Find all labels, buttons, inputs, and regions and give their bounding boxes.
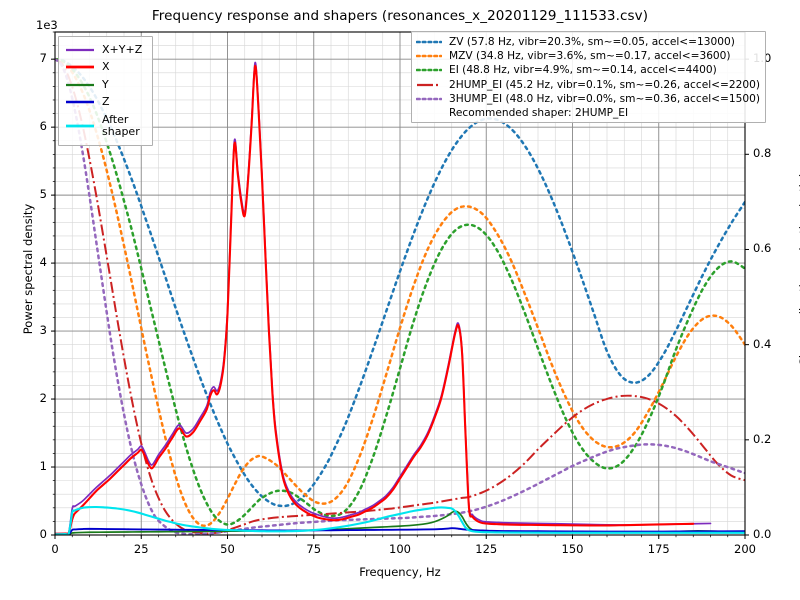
legend-swatch-icon <box>416 64 442 76</box>
x-tick-label: 75 <box>306 542 322 556</box>
psd-curve-z <box>55 527 745 535</box>
y-tick-label-right: 0.4 <box>753 336 772 351</box>
legend-swatch-icon <box>416 79 442 91</box>
shaper-curve-ei <box>55 57 745 526</box>
shaper-curve-mzv <box>55 57 745 528</box>
legend-label: 2HUMP_EI (45.2 Hz, vibr=0.1%, sm~=0.26, … <box>449 78 760 91</box>
y-tick-label-right: 0.2 <box>753 431 772 446</box>
legend-label: ZV (57.8 Hz, vibr=20.3%, sm~=0.05, accel… <box>449 36 735 49</box>
y-tick-label-left: 2 <box>39 391 47 406</box>
chart-title: Frequency response and shapers (resonanc… <box>151 8 649 24</box>
legend-swatch-icon <box>65 44 95 56</box>
legend-line-swatch <box>416 69 442 72</box>
shaper-curve-zv <box>55 57 745 508</box>
legend-line-swatch <box>416 54 442 58</box>
legend-label: Y <box>102 77 109 91</box>
legend-item-y: Y <box>65 76 146 94</box>
legend-label: X+Y+Z <box>102 42 143 56</box>
legend-item-ei: EI (48.8 Hz, vibr=4.9%, sm~=0.14, accel<… <box>416 63 760 77</box>
legend-label: MZV (34.8 Hz, vibr=3.6%, sm~=0.17, accel… <box>449 50 731 63</box>
legend-swatch-icon <box>416 36 442 48</box>
y-tick-label-left: 5 <box>39 187 47 202</box>
y-tick-label-right: 0.6 <box>753 241 772 256</box>
legend-label: Z <box>102 95 110 109</box>
legend-swatch-icon <box>65 120 95 132</box>
x-tick-label: 175 <box>647 542 670 556</box>
y-tick-label-left: 1 <box>39 459 47 474</box>
x-tick-label: 200 <box>734 542 756 556</box>
y-tick-label-left: 3 <box>39 323 47 338</box>
psd-curve-after-shaper <box>55 505 745 535</box>
legend-swatch-icon <box>65 96 95 108</box>
y-tick-label-left: 4 <box>39 255 47 270</box>
legend-item-x-y-z: X+Y+Z <box>65 41 146 59</box>
recommended-shaper-note: Recommended shaper: 2HUMP_EI <box>449 106 629 119</box>
legend-line-swatch <box>416 97 442 101</box>
legend-shapers: ZV (57.8 Hz, vibr=20.3%, sm~=0.05, accel… <box>411 31 766 123</box>
legend-line-swatch <box>416 40 442 44</box>
legend-label: 3HUMP_EI (48.0 Hz, vibr=0.0%, sm~=0.36, … <box>449 92 760 105</box>
x-tick-label: 150 <box>561 542 584 556</box>
legend-line-swatch <box>66 124 94 128</box>
legend-psd: X+Y+Z X Y Z After shaper <box>58 36 153 146</box>
legend-line-swatch <box>66 65 94 69</box>
legend-item-2hump_ei: 2HUMP_EI (45.2 Hz, vibr=0.1%, sm~=0.26, … <box>416 78 760 92</box>
legend-item-3hump_ei: 3HUMP_EI (48.0 Hz, vibr=0.0%, sm~=0.36, … <box>416 92 760 106</box>
legend-swatch-icon <box>416 50 442 62</box>
y-tick-label-left: 6 <box>39 119 47 134</box>
y-tick-label-left: 7 <box>39 51 47 66</box>
psd-curve-x <box>55 64 695 535</box>
legend-swatch-icon <box>416 93 442 105</box>
legend-line-swatch <box>66 83 94 86</box>
psd-curves <box>55 61 745 535</box>
tick-marks <box>51 31 749 539</box>
legend-label: EI (48.8 Hz, vibr=4.9%, sm~=0.14, accel<… <box>449 64 717 77</box>
legend-item-z: Z <box>65 94 146 112</box>
y-tick-label-right: 0.8 <box>753 146 772 161</box>
legend-label: After shaper <box>102 112 140 138</box>
x-tick-label: 100 <box>389 542 411 556</box>
shaper-curve-3hump_ei <box>55 57 745 535</box>
legend-line-swatch <box>66 48 94 51</box>
legend-item-after-shaper: After shaper <box>65 111 146 141</box>
legend-line-swatch <box>417 83 441 86</box>
legend-item-x: X <box>65 59 146 77</box>
x-axis-label: Frequency, Hz <box>359 565 441 579</box>
y-axis-offset-text: 1e3 <box>36 18 58 32</box>
legend-swatch-icon <box>65 61 95 73</box>
x-tick-label: 50 <box>220 542 235 556</box>
legend-swatch-icon <box>65 79 95 91</box>
x-tick-label: 125 <box>475 542 498 556</box>
legend-line-swatch <box>66 101 94 104</box>
legend-item-mzv: MZV (34.8 Hz, vibr=3.6%, sm~=0.17, accel… <box>416 49 760 63</box>
legend-item-zv: ZV (57.8 Hz, vibr=20.3%, sm~=0.05, accel… <box>416 35 760 49</box>
y-tick-label-left: 0 <box>39 527 47 541</box>
x-tick-label: 0 <box>51 542 59 556</box>
x-tick-label: 25 <box>133 542 149 556</box>
y-tick-label-right: 0.0 <box>753 527 772 541</box>
legend-label: X <box>102 60 110 74</box>
